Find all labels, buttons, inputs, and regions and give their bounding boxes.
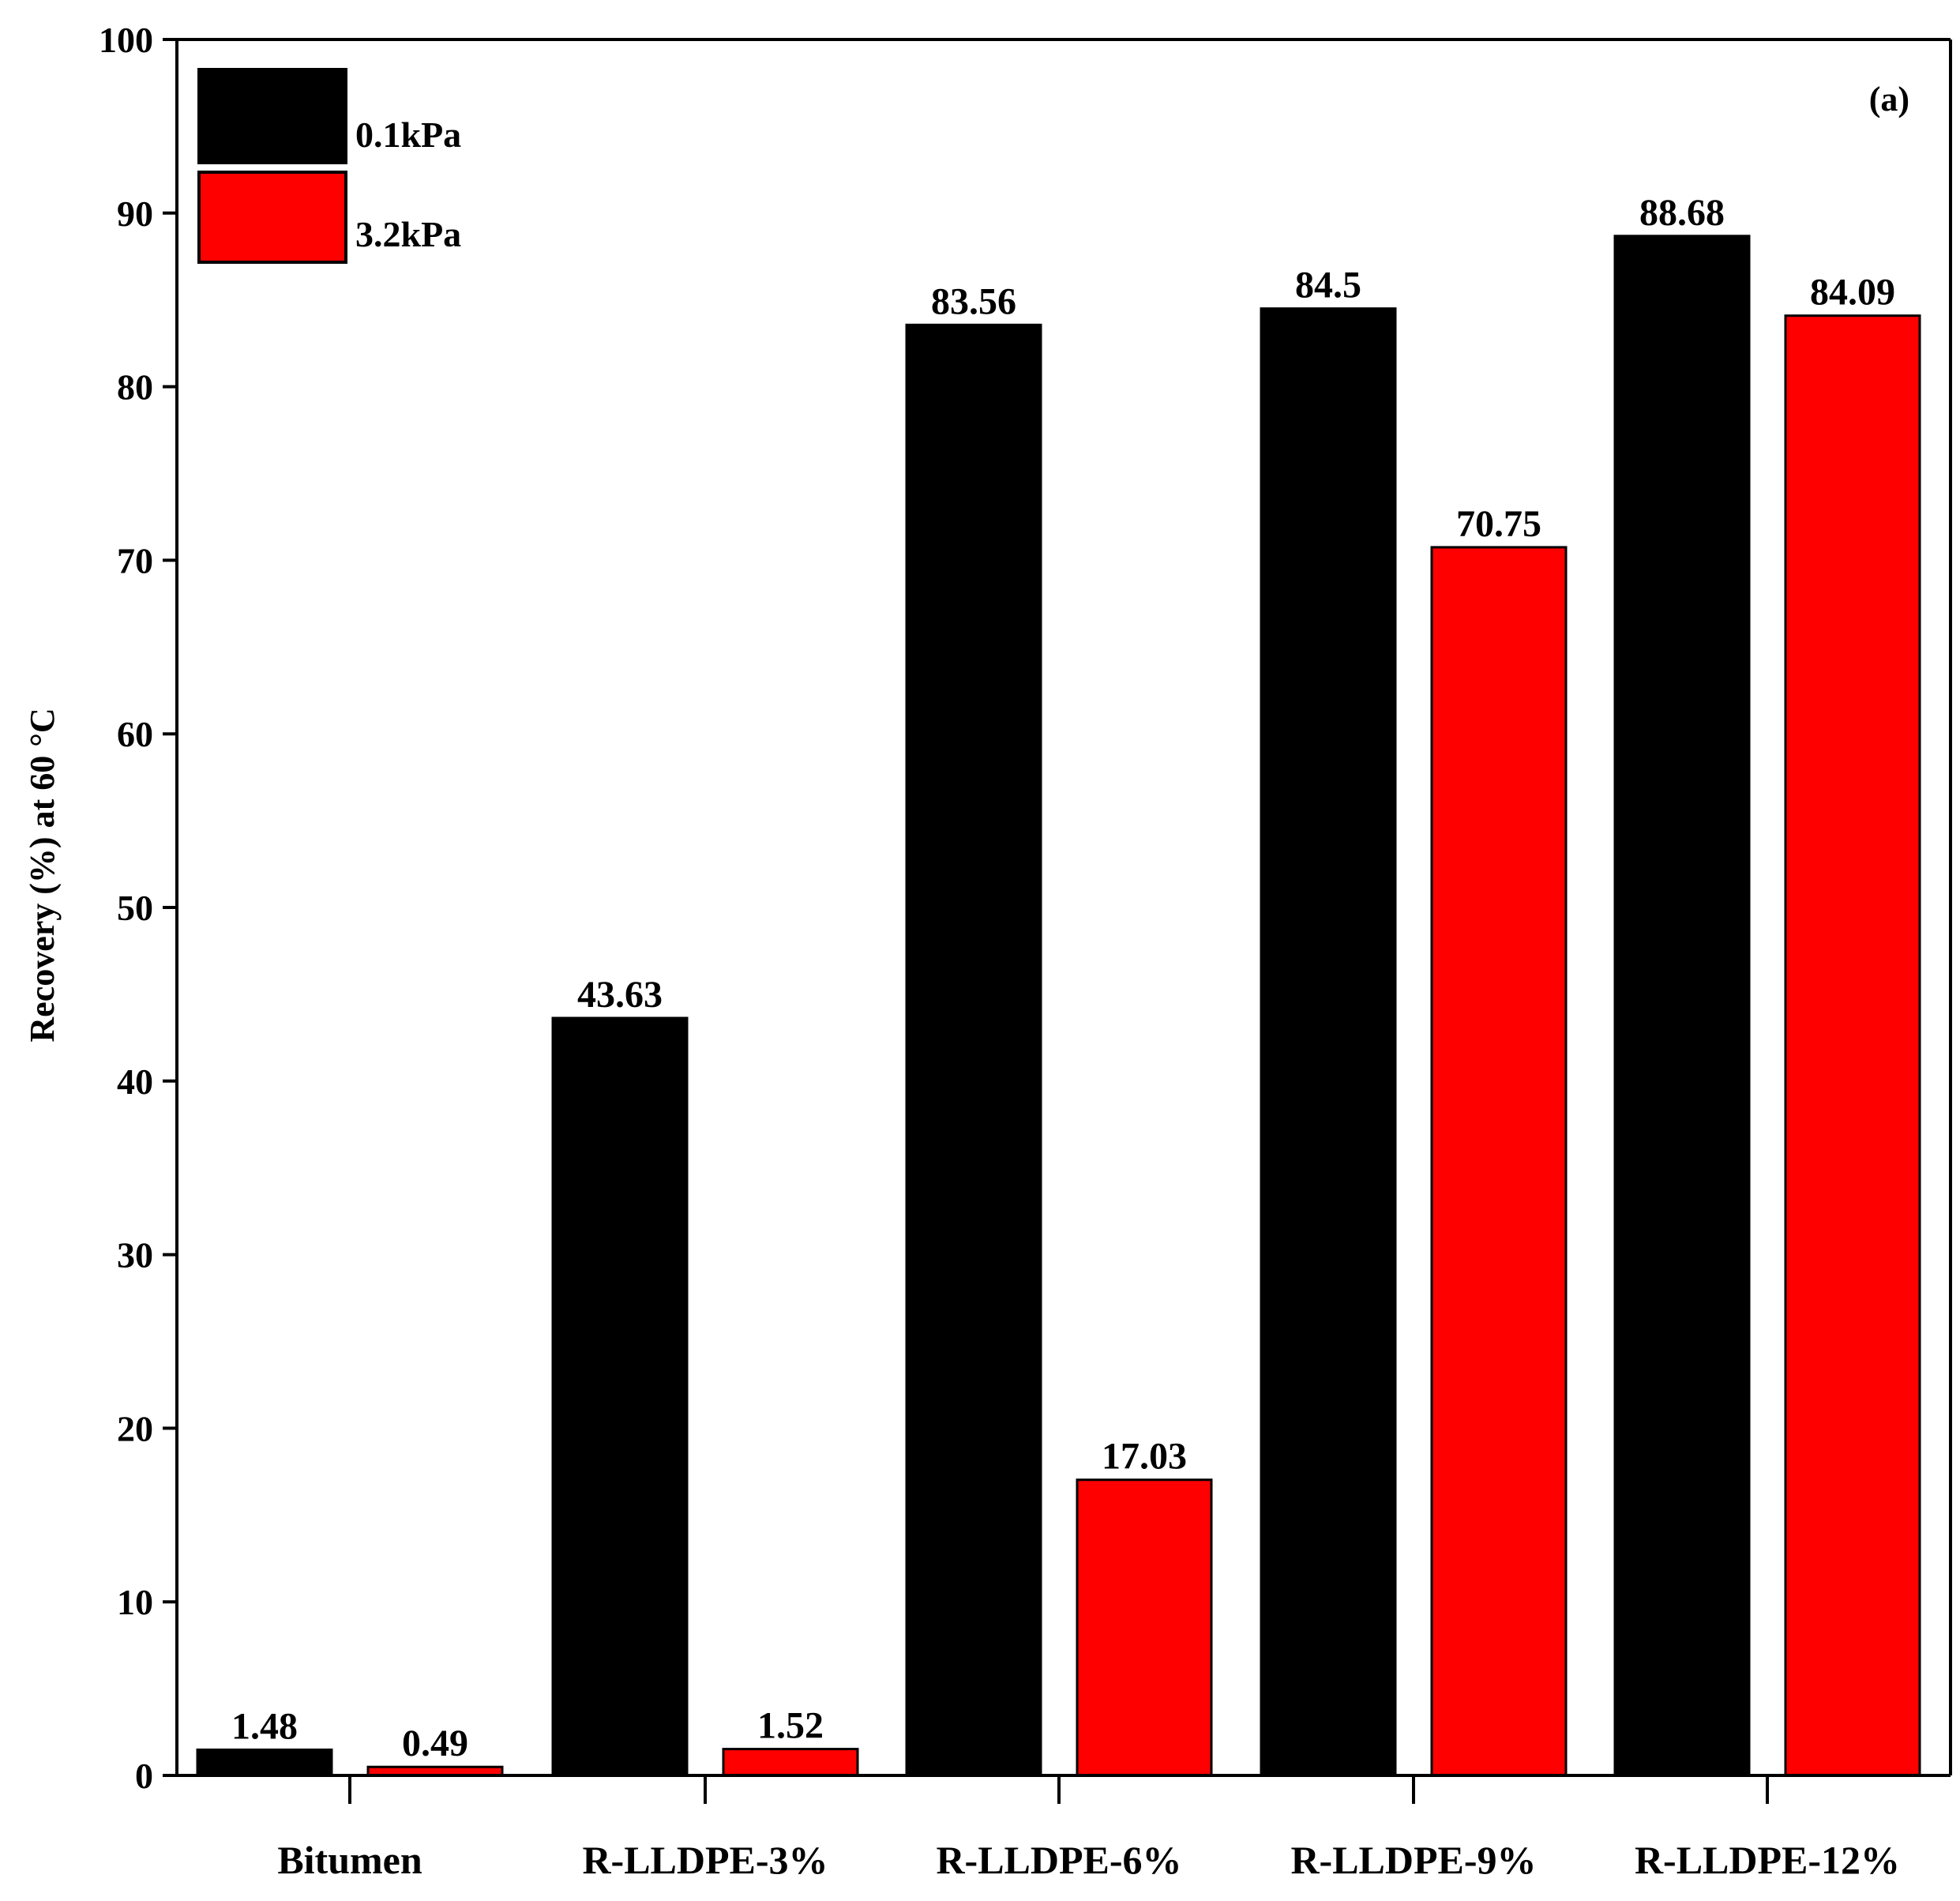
legend-label-3.2kPa: 3.2kPa bbox=[355, 214, 461, 254]
data-label-0.1kPa-Bitumen: 1.48 bbox=[231, 1705, 298, 1747]
y-tick-label-20: 20 bbox=[117, 1408, 153, 1448]
y-axis-title: Recovery (%) at 60 °C bbox=[23, 708, 62, 1042]
legend-label-0.1kPa: 0.1kPa bbox=[355, 115, 461, 155]
data-labels-group: 1.48 43.63 83.56 84.5 88.68 0.49 1.52 17.03 70.7… bbox=[231, 192, 1895, 1764]
data-label-3.2kPa-R-LLDPE-3%: 1.52 bbox=[757, 1705, 824, 1747]
y-tick-label-70: 70 bbox=[117, 540, 153, 580]
bar-0.1kPa-R-LLDPE-3% bbox=[551, 1016, 689, 1777]
legend: 0.1kPa 3.2kPa bbox=[197, 68, 461, 264]
bar-3.2kPa-R-LLDPE-12% bbox=[1784, 314, 1921, 1777]
bars-group bbox=[196, 235, 1921, 1777]
data-label-0.1kPa-R-LLDPE-3%: 43.63 bbox=[577, 974, 663, 1016]
y-tick-label-80: 80 bbox=[117, 367, 153, 408]
y-tick-label-10: 10 bbox=[117, 1582, 153, 1622]
x-tick-label-R-LLDPE-9%: R-LLDPE-9% bbox=[1290, 1838, 1536, 1882]
y-tick-label-100: 100 bbox=[99, 20, 153, 60]
y-tick-label-30: 30 bbox=[117, 1235, 153, 1275]
legend-swatch-3.2kPa bbox=[197, 171, 347, 264]
data-label-0.1kPa-R-LLDPE-9%: 84.5 bbox=[1295, 265, 1361, 306]
y-tick-label-60: 60 bbox=[117, 714, 153, 754]
data-label-3.2kPa-Bitumen: 0.49 bbox=[402, 1723, 468, 1764]
x-tick-label-Bitumen: Bitumen bbox=[277, 1838, 422, 1882]
bar-3.2kPa-R-LLDPE-9% bbox=[1430, 546, 1568, 1777]
panel-label: (a) bbox=[1869, 80, 1909, 118]
data-label-0.1kPa-R-LLDPE-12%: 88.68 bbox=[1639, 192, 1725, 234]
bar-0.1kPa-Bitumen bbox=[196, 1748, 333, 1777]
data-label-3.2kPa-R-LLDPE-9%: 70.75 bbox=[1456, 503, 1541, 545]
y-tick-label-90: 90 bbox=[117, 193, 153, 234]
x-tick-label-R-LLDPE-12%: R-LLDPE-12% bbox=[1635, 1838, 1900, 1882]
data-label-3.2kPa-R-LLDPE-6%: 17.03 bbox=[1102, 1436, 1187, 1478]
bar-3.2kPa-R-LLDPE-3% bbox=[722, 1748, 859, 1777]
y-tick-label-0: 0 bbox=[135, 1756, 153, 1796]
x-tick-label-R-LLDPE-3%: R-LLDPE-3% bbox=[582, 1838, 828, 1882]
legend-swatch-0.1kPa bbox=[197, 68, 347, 164]
data-label-3.2kPa-R-LLDPE-12%: 84.09 bbox=[1810, 272, 1895, 314]
bar-0.1kPa-R-LLDPE-6% bbox=[905, 323, 1042, 1777]
data-label-0.1kPa-R-LLDPE-6%: 83.56 bbox=[931, 280, 1016, 322]
bar-0.1kPa-R-LLDPE-12% bbox=[1613, 235, 1751, 1777]
axes-group: 0 10 20 30 40 50 60 70 80 90 100 Bitumen R-LLDPE-3% R… bbox=[99, 20, 1952, 1882]
y-tick-label-50: 50 bbox=[117, 888, 153, 928]
x-tick-label-R-LLDPE-6%: R-LLDPE-6% bbox=[936, 1838, 1181, 1882]
bar-0.1kPa-R-LLDPE-9% bbox=[1260, 307, 1397, 1777]
bar-3.2kPa-R-LLDPE-6% bbox=[1076, 1478, 1213, 1777]
y-tick-label-40: 40 bbox=[117, 1061, 153, 1102]
